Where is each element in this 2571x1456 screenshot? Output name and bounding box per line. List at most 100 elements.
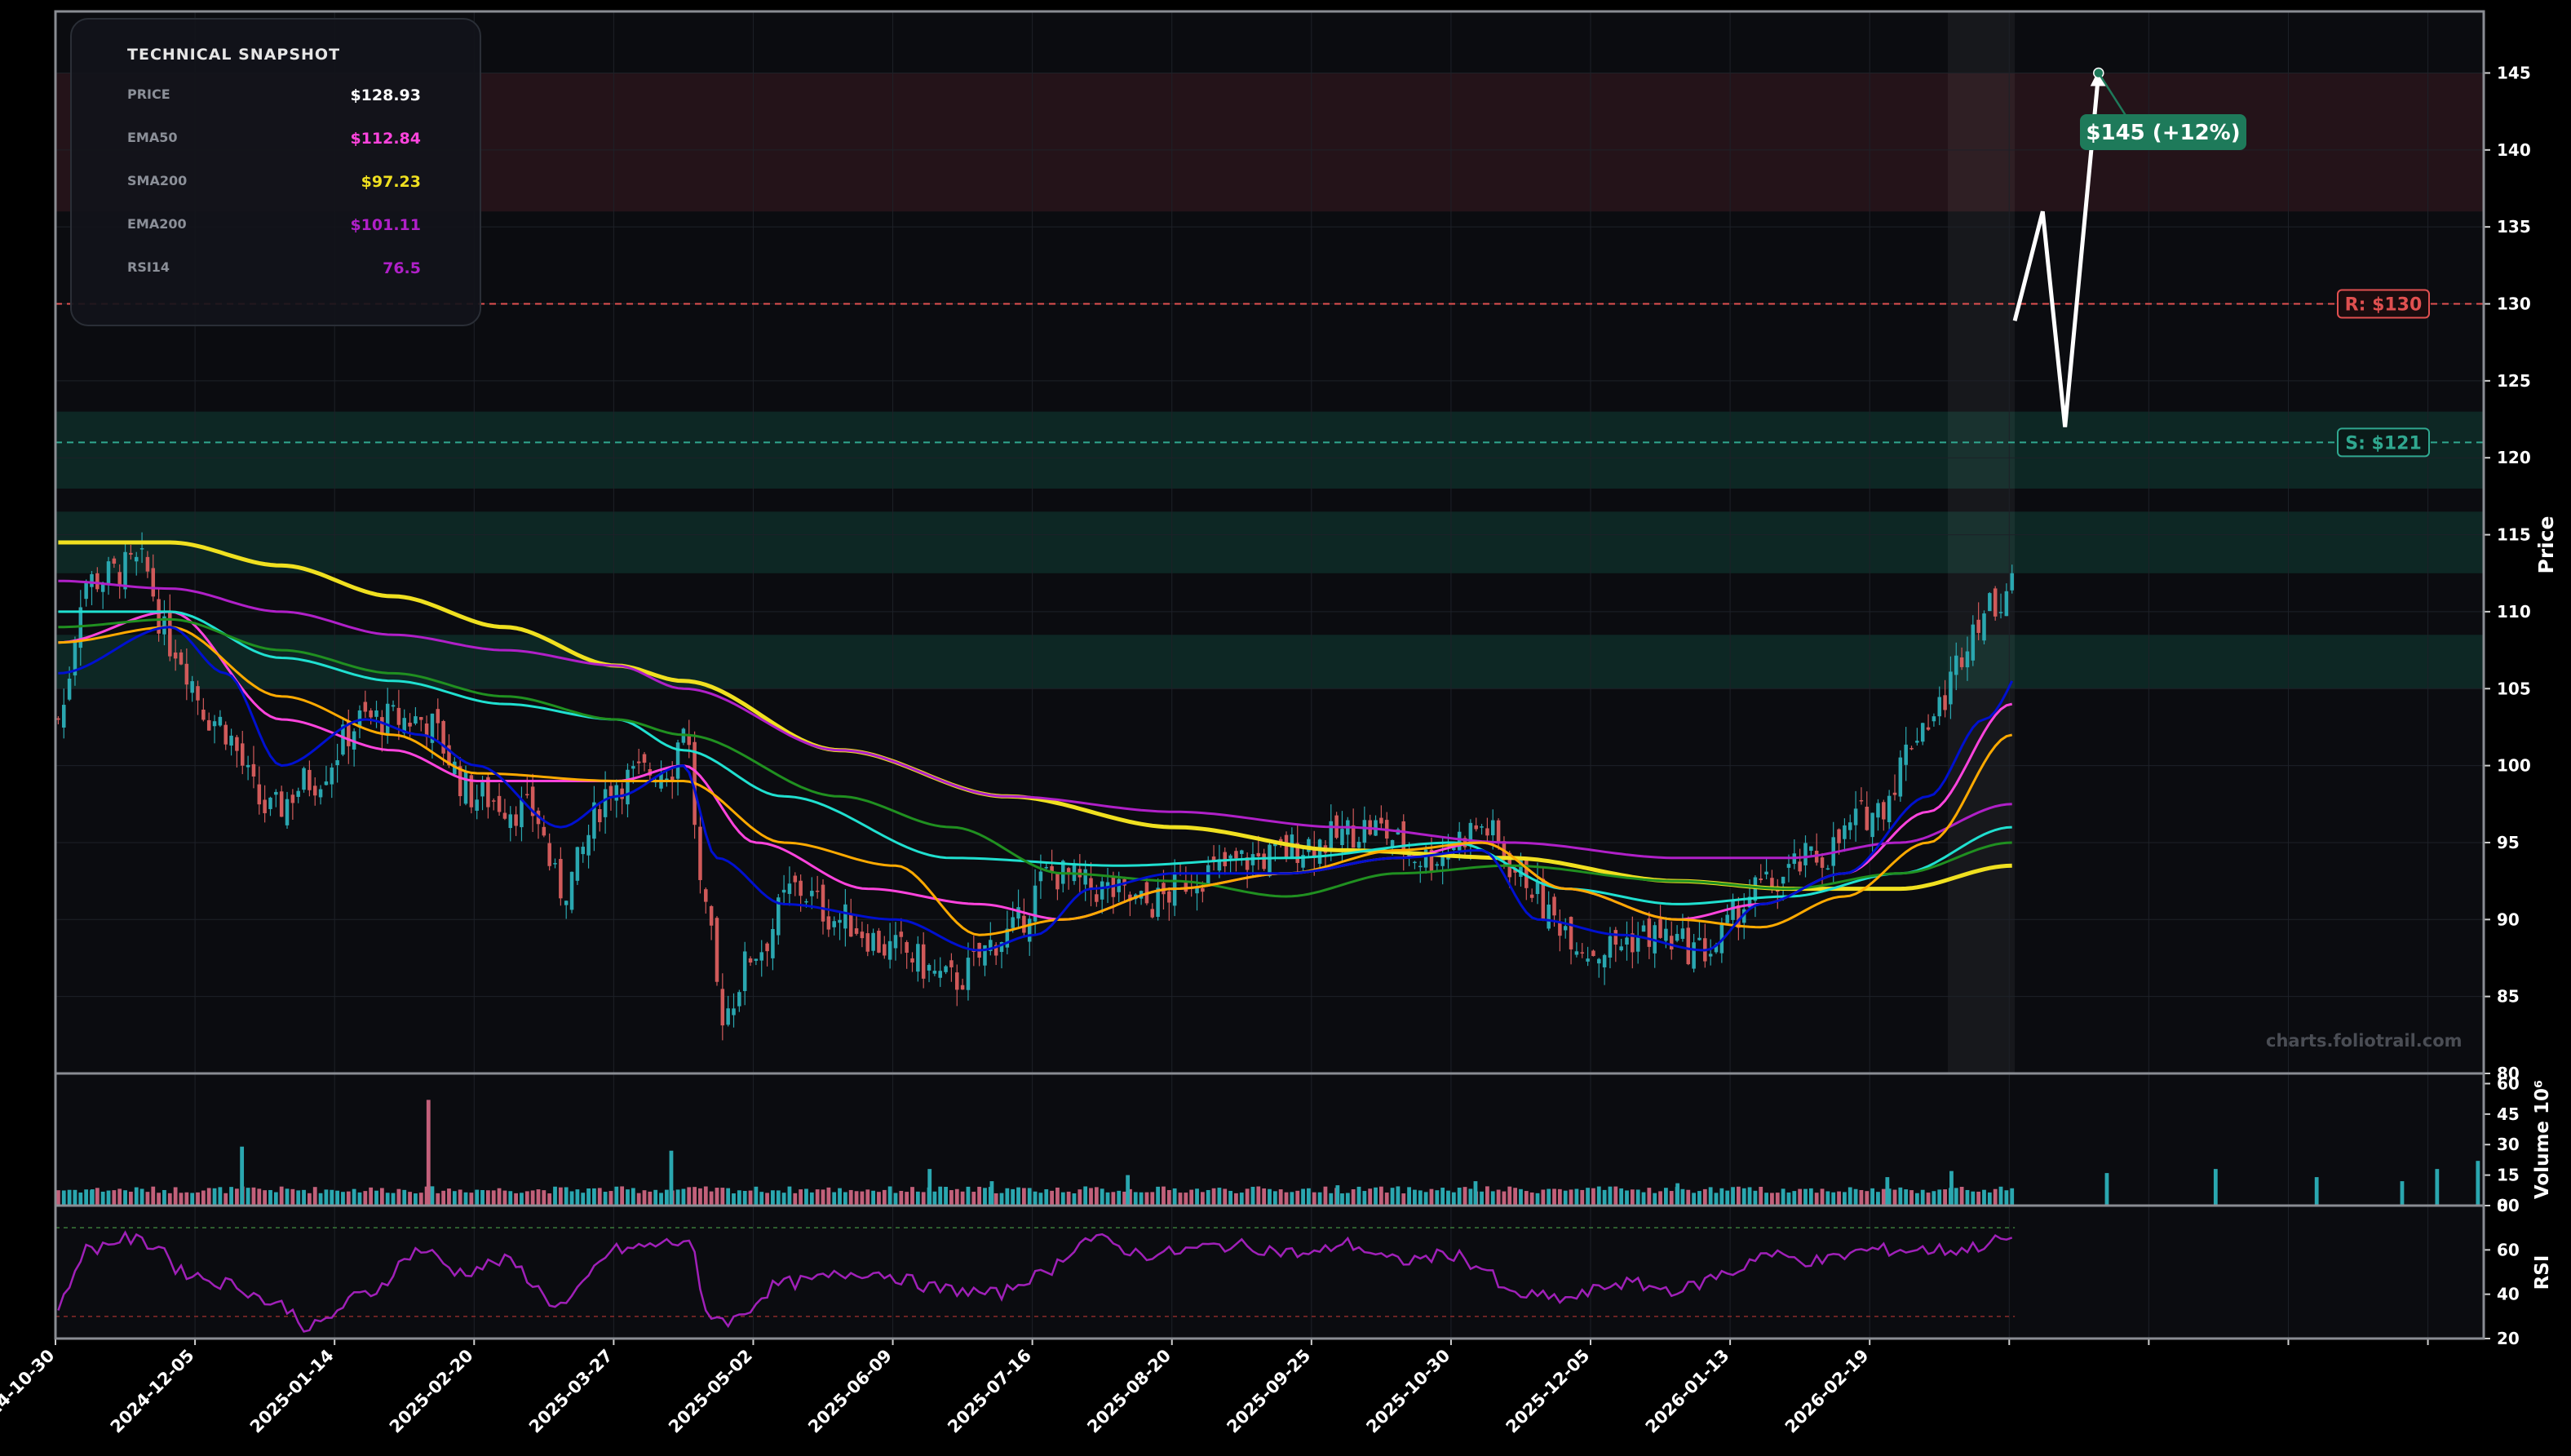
volume-bar	[95, 1188, 100, 1206]
volume-bar	[1435, 1190, 1440, 1206]
volume-bar	[1172, 1188, 1177, 1206]
volume-bar	[1591, 1188, 1595, 1206]
candle-body	[223, 724, 228, 745]
candle-body	[949, 960, 954, 967]
candle-body	[1820, 857, 1825, 868]
volume-bar	[1122, 1191, 1126, 1206]
volume-bar	[223, 1193, 228, 1206]
volume-bar	[608, 1191, 613, 1206]
candle-body	[1262, 853, 1266, 870]
ma-line-ema10	[58, 626, 2014, 952]
candle-body	[341, 724, 345, 755]
ma-line-ema100	[58, 610, 2012, 905]
candle-body	[1725, 914, 1729, 923]
volume-bar	[1870, 1188, 1875, 1206]
volume-tick-label: 45	[2497, 1104, 2520, 1124]
volume-bar	[357, 1192, 362, 1206]
candle-body	[1898, 757, 1903, 797]
volume-bar	[759, 1192, 764, 1206]
candle-body	[1993, 588, 1998, 617]
volume-bar	[1368, 1188, 1373, 1206]
candle-body	[78, 607, 83, 648]
volume-bar	[1463, 1187, 1467, 1206]
candle-body	[1563, 926, 1568, 931]
price-tick-label: 135	[2497, 217, 2531, 237]
candle-body	[826, 916, 831, 930]
x-tick-label: 2025-09-25	[1223, 1346, 1314, 1437]
volume-bar	[1507, 1186, 1512, 1206]
volume-bar	[1423, 1192, 1428, 1206]
volume-bar	[693, 1187, 697, 1206]
technical-snapshot-panel: TECHNICAL SNAPSHOT PRICE $128.93 EMA50 $…	[70, 18, 481, 326]
volume-bar	[285, 1188, 290, 1206]
candle-body	[916, 944, 920, 972]
candle-body	[860, 932, 865, 939]
rsi14-value: 76.5	[383, 259, 421, 277]
volume-bar	[235, 1188, 239, 1206]
candle-body	[1747, 896, 1752, 908]
volume-bar	[1262, 1188, 1267, 1206]
candle-body	[938, 971, 942, 978]
x-tick-label: 2024-10-30	[0, 1346, 59, 1437]
volume-bar	[1228, 1190, 1232, 1206]
candle-body	[117, 572, 122, 586]
volume-bar	[1223, 1188, 1228, 1206]
candle-body	[944, 966, 948, 972]
volume-bar	[1764, 1193, 1768, 1206]
volume-bar	[732, 1193, 736, 1206]
volume-bar	[1937, 1189, 1942, 1206]
volume-bar	[268, 1189, 272, 1206]
candle-body	[608, 786, 613, 796]
volume-bar	[1078, 1189, 1082, 1206]
volume-bar	[418, 1193, 423, 1206]
volume-bar	[312, 1187, 317, 1206]
volume-bar	[1920, 1189, 1925, 1206]
candle-body	[190, 681, 194, 693]
candle-body	[1519, 859, 1523, 877]
volume-bar	[374, 1190, 378, 1206]
volume-bar	[1094, 1187, 1099, 1206]
volume-bar	[1111, 1192, 1116, 1206]
candle-body	[1602, 954, 1607, 967]
sma200-label: SMA200	[127, 173, 188, 188]
volume-bar	[993, 1193, 998, 1206]
volume-bar	[78, 1192, 83, 1206]
volume-bar	[1089, 1188, 1093, 1206]
volume-bar	[715, 1188, 719, 1206]
volume-bar	[134, 1187, 139, 1206]
candle-body	[1390, 839, 1395, 847]
volume-bar	[296, 1190, 301, 1206]
volume-bar	[860, 1191, 865, 1206]
candle-body	[95, 573, 100, 590]
volume-bar	[586, 1188, 591, 1206]
candle-body	[324, 781, 329, 786]
volume-bar	[1011, 1188, 1016, 1206]
candle-body	[1490, 820, 1495, 836]
volume-bar	[564, 1187, 569, 1206]
candle-body	[1658, 918, 1662, 938]
price-value: $128.93	[350, 86, 421, 104]
candle-body	[1201, 887, 1205, 892]
candle-body	[402, 718, 406, 733]
candle-body	[1240, 850, 1244, 854]
volume-bar	[1184, 1193, 1188, 1206]
candle-body	[1591, 950, 1595, 957]
rsi-tick-label: 60	[2497, 1240, 2520, 1259]
volume-bar	[954, 1188, 959, 1206]
candle-body	[312, 786, 317, 796]
candle-body	[1882, 802, 1886, 820]
volume-bar	[1323, 1186, 1328, 1206]
volume-bar	[1719, 1188, 1724, 1206]
candle-body	[905, 941, 909, 953]
volume-bar	[592, 1188, 596, 1206]
volume-spike-bar	[1126, 1175, 1131, 1206]
volume-bar	[1759, 1186, 1763, 1206]
candle-body	[1971, 624, 1976, 661]
candle-body	[1457, 831, 1462, 851]
volume-bar	[1547, 1188, 1551, 1206]
ema200-label: EMA200	[127, 216, 187, 232]
volume-bar	[1429, 1188, 1434, 1206]
volume-bar	[1770, 1193, 1774, 1206]
volume-bar	[352, 1188, 356, 1206]
candle-body	[1887, 795, 1892, 822]
